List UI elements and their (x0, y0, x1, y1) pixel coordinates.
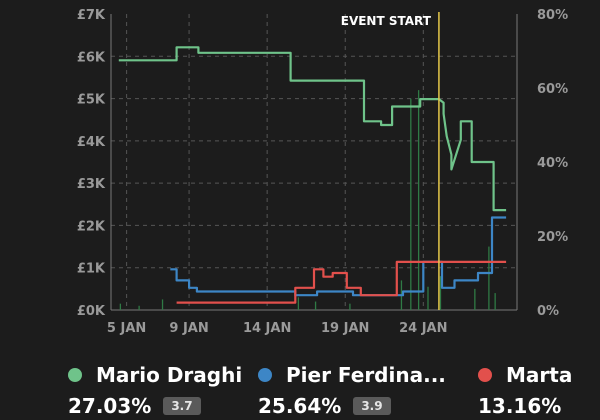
y-right-tick-label: 0% (537, 304, 559, 319)
candidate-percent: 13.16% (478, 394, 562, 418)
series-color-dot (478, 368, 492, 382)
candidate-name: Marta (506, 363, 573, 387)
x-tick-label: 5 JAN (107, 321, 146, 336)
legend-entry-draghi[interactable]: Mario Draghi 27.03% 3.7 (68, 360, 242, 418)
y-right-tick-label: 80% (537, 8, 568, 23)
y-left-tick-label: £1K (77, 262, 106, 277)
y-left-tick-label: £2K (77, 219, 106, 234)
x-tick-label: 24 JAN (399, 321, 447, 336)
y-left-tick-label: £7K (77, 8, 106, 23)
series-color-dot (68, 368, 82, 382)
x-tick-label: 19 JAN (321, 321, 369, 336)
y-left-tick-label: £0K (77, 304, 106, 319)
y-right-tick-label: 40% (537, 156, 568, 171)
candidate-percent: 27.03% (68, 394, 152, 418)
x-tick-label: 9 JAN (169, 321, 208, 336)
candidate-name: Mario Draghi (96, 363, 243, 387)
price-history-chart: £0K £1K £2K £3K £4K £5K £6K £7K 0% 20% 40% 60% 80% 5 … (77, 8, 568, 336)
y-left-tick-label: £5K (77, 93, 106, 108)
y-left-tick-label: £4K (77, 135, 106, 150)
series-line (170, 216, 507, 297)
series-color-dot (258, 368, 272, 382)
candidate-name: Pier Ferdina... (286, 363, 446, 387)
x-tick-label: 14 JAN (243, 321, 291, 336)
candidate-legend: Mario Draghi 27.03% 3.7 Pier Ferdina... … (0, 360, 600, 420)
legend-entry-marta[interactable]: Marta 13.16% (478, 360, 572, 418)
odds-badge: 3.7 (163, 397, 201, 415)
y-right-tick-label: 20% (537, 230, 568, 245)
y-right-tick-label: 60% (537, 82, 568, 97)
y-left-tick-label: £6K (77, 50, 106, 65)
legend-entry-pier-ferdinando[interactable]: Pier Ferdina... 25.64% 3.9 (258, 360, 446, 418)
event-start-label: EVENT START (341, 14, 432, 28)
y-left-tick-label: £3K (77, 177, 106, 192)
series-line (118, 46, 507, 212)
odds-badge: 3.9 (353, 397, 391, 415)
candidate-percent: 25.64% (258, 394, 342, 418)
series-line (176, 260, 507, 304)
